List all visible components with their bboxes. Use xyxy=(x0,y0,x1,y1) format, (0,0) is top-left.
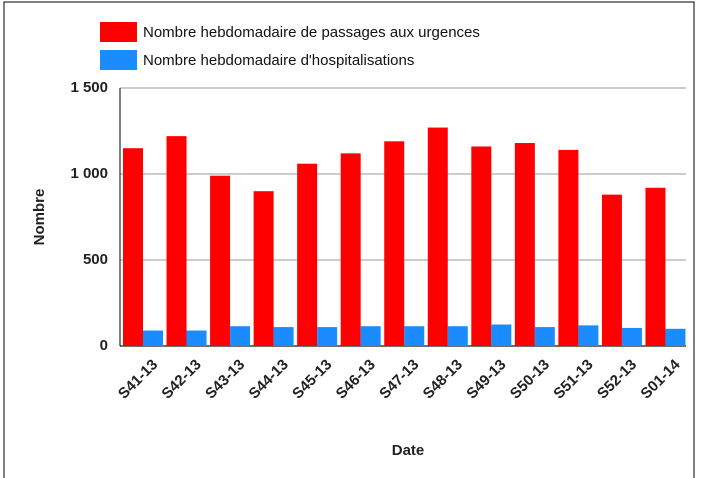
bar xyxy=(253,191,274,346)
x-tick-label: S50-13 xyxy=(507,356,553,402)
bar xyxy=(143,330,163,346)
x-tick-label: S45-13 xyxy=(289,356,335,402)
legend-swatch xyxy=(100,50,137,70)
y-axis-title: Nombre xyxy=(31,189,48,246)
bar xyxy=(447,326,468,346)
x-tick-label: S48-13 xyxy=(420,356,466,402)
legend-swatch xyxy=(100,22,137,42)
legend-label: Nombre hebdomadaire d'hospitalisations xyxy=(143,52,414,69)
frame xyxy=(3,1,695,478)
bar xyxy=(578,325,599,346)
bar xyxy=(297,163,318,346)
bar xyxy=(471,146,492,346)
x-tick-label: S49-13 xyxy=(463,356,509,402)
bar xyxy=(186,330,207,346)
bar xyxy=(665,328,686,346)
bar xyxy=(166,136,187,346)
legend-label: Nombre hebdomadaire de passages aux urge… xyxy=(143,24,480,41)
y-tick-label: 500 xyxy=(83,251,108,268)
bar xyxy=(514,143,535,346)
bar xyxy=(230,326,251,346)
x-tick-label: S43-13 xyxy=(202,356,248,402)
y-tick-label: 1 500 xyxy=(70,79,108,96)
bar xyxy=(384,141,405,346)
bar xyxy=(340,153,361,346)
x-tick-label: S42-13 xyxy=(158,356,204,402)
bar xyxy=(621,327,642,346)
bar xyxy=(210,175,231,346)
x-tick-label: S01-14 xyxy=(637,356,684,403)
bar xyxy=(534,327,555,346)
x-tick-label: S44-13 xyxy=(246,356,292,402)
bar xyxy=(645,187,666,346)
bar xyxy=(273,327,294,346)
bar xyxy=(317,327,338,346)
bar xyxy=(427,127,448,346)
x-tick-label: S47-13 xyxy=(376,356,422,402)
x-tick-label: S46-13 xyxy=(333,356,379,402)
y-tick-label: 1 000 xyxy=(70,165,108,182)
x-tick-label: S52-13 xyxy=(594,356,640,402)
x-tick-label: S51-13 xyxy=(550,356,596,402)
bar xyxy=(404,326,425,346)
bar xyxy=(558,149,579,346)
bar xyxy=(601,194,622,346)
x-axis-title: Date xyxy=(392,442,425,459)
bar xyxy=(491,324,512,346)
bar xyxy=(360,326,381,346)
y-tick-label: 0 xyxy=(100,337,108,354)
bar xyxy=(123,148,143,346)
x-tick-label: S41-13 xyxy=(115,356,161,402)
